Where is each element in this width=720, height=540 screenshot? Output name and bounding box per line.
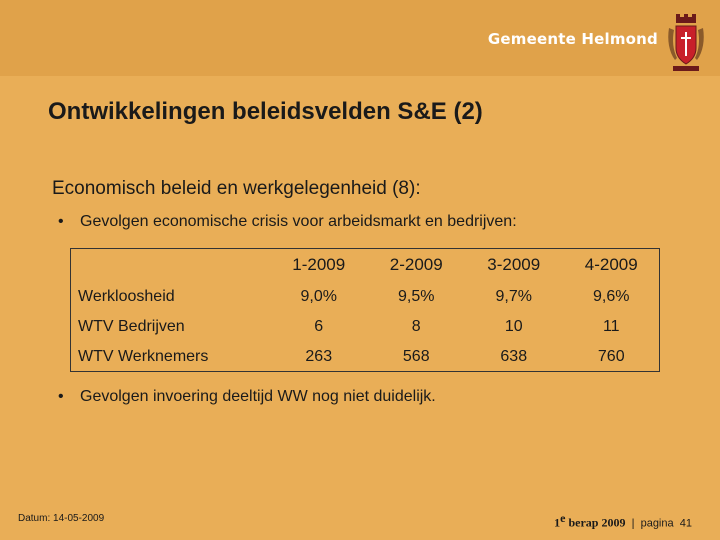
berap-superscript: e	[560, 511, 566, 525]
table-border	[70, 248, 660, 372]
brand-name: Gemeente Helmond	[487, 30, 658, 48]
slide-subtitle: Economisch beleid en werkgelegenheid (8)…	[52, 178, 421, 199]
table-cell: 263	[305, 348, 333, 365]
table-row: WTV Werknemers 263 568 638 760	[70, 342, 660, 372]
table-cell: 9,0%	[300, 288, 337, 305]
bullet-text: Gevolgen economische crisis voor arbeids…	[80, 213, 517, 230]
bullet-item: • Gevolgen economische crisis voor arbeid…	[58, 213, 517, 231]
table-cell: 9,7%	[495, 288, 532, 305]
row-label: Werkloosheid	[78, 288, 175, 305]
table-grid: 1-2009 2-2009 3-2009 4-2009 Werkloosheid…	[70, 248, 660, 372]
column-header: 2-2009	[389, 255, 443, 274]
slide-title: Ontwikkelingen beleidsvelden S&E (2)	[48, 98, 483, 125]
table-cell: 6	[314, 318, 324, 335]
bullet-text: Gevolgen invoering deeltijd WW nog niet …	[80, 388, 436, 405]
table-header-row: 1-2009 2-2009 3-2009 4-2009	[70, 248, 660, 282]
table-cell: 10	[504, 318, 523, 335]
footer-page-info: 1e berap 2009 | pagina 41	[554, 511, 692, 531]
table-cell: 760	[597, 348, 625, 365]
footer-separator: |	[631, 517, 635, 530]
row-label: WTV Werknemers	[78, 348, 209, 365]
table-row: Werkloosheid 9,0% 9,5% 9,7% 9,6%	[70, 282, 660, 312]
table-cell: 568	[402, 348, 430, 365]
table-cell: 11	[602, 318, 620, 335]
footer-date: Datum: 14-05-2009	[18, 513, 105, 524]
berap-label: berap 2009	[565, 515, 626, 530]
row-label: WTV Bedrijven	[78, 318, 185, 335]
bullet-dot: •	[58, 213, 64, 230]
municipal-crest-icon	[668, 14, 704, 71]
table-cell: 9,5%	[398, 288, 435, 305]
column-header: 3-2009	[487, 255, 541, 274]
column-header: 1-2009	[292, 255, 346, 274]
table-cell: 8	[411, 318, 421, 335]
table-cell: 9,6%	[593, 288, 630, 305]
page-label: pagina	[640, 517, 674, 530]
page-number: 41	[679, 517, 692, 530]
column-header: 4-2009	[584, 255, 638, 274]
bullet-item: • Gevolgen invoering deeltijd WW nog niet…	[58, 388, 436, 406]
table-corner-cell	[70, 248, 270, 282]
table-row: WTV Bedrijven 6 8 10 11	[70, 312, 660, 342]
header-band	[0, 0, 720, 76]
berap-number: 1	[554, 515, 561, 530]
data-table: 1-2009 2-2009 3-2009 4-2009 Werkloosheid…	[70, 248, 660, 372]
table-cell: 638	[500, 348, 528, 365]
bullet-dot: •	[58, 388, 64, 405]
